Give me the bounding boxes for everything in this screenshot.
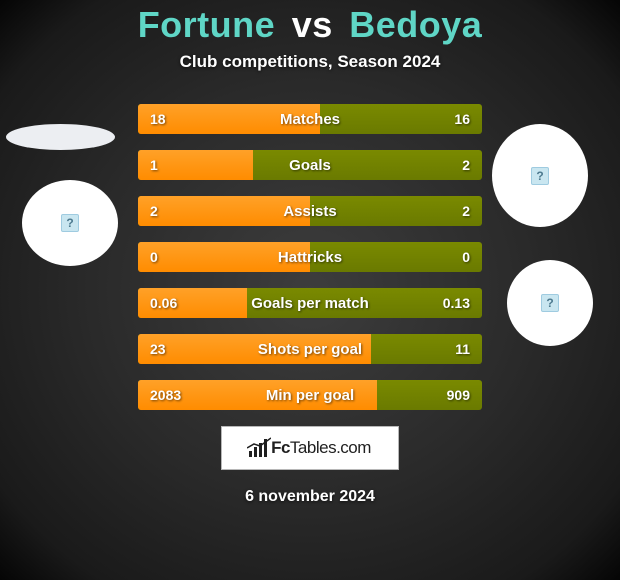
stat-bars-container: 18Matches161Goals22Assists20Hattricks00.… [138, 104, 482, 410]
stat-category: Shots per goal [258, 341, 362, 358]
stat-value-right: 16 [454, 104, 470, 134]
stat-category: Goals per match [251, 295, 369, 312]
stat-value-right: 2 [462, 196, 470, 226]
logo-rest: Tables.com [290, 438, 371, 457]
stat-category: Goals [289, 157, 331, 174]
player1-name: Fortune [138, 4, 275, 45]
date-text: 6 november 2024 [0, 488, 620, 506]
stat-row: 2Assists2 [138, 196, 482, 226]
stat-value-right: 0.13 [443, 288, 470, 318]
stat-category-wrap: Matches [138, 104, 482, 134]
stat-row: 0.06Goals per match0.13 [138, 288, 482, 318]
stat-row: 0Hattricks0 [138, 242, 482, 272]
stat-category: Matches [280, 111, 340, 128]
stat-value-right: 0 [462, 242, 470, 272]
stat-category-wrap: Assists [138, 196, 482, 226]
stat-row: 18Matches16 [138, 104, 482, 134]
page-title: Fortune vs Bedoya [0, 4, 620, 46]
stat-category-wrap: Hattricks [138, 242, 482, 272]
stat-row: 2083Min per goal909 [138, 380, 482, 410]
stat-value-right: 909 [447, 380, 470, 410]
stat-row: 1Goals2 [138, 150, 482, 180]
stat-category: Hattricks [278, 249, 342, 266]
logo-box: FcTables.com [221, 426, 399, 470]
player2-name: Bedoya [349, 4, 482, 45]
stat-category: Min per goal [266, 387, 354, 404]
stat-category-wrap: Min per goal [138, 380, 482, 410]
content-wrapper: Fortune vs Bedoya Club competitions, Sea… [0, 0, 620, 506]
stat-category: Assists [283, 203, 336, 220]
stat-row: 23Shots per goal11 [138, 334, 482, 364]
stat-category-wrap: Goals per match [138, 288, 482, 318]
logo-brand: Fc [271, 438, 290, 457]
stat-category-wrap: Shots per goal [138, 334, 482, 364]
stat-value-right: 11 [455, 334, 470, 364]
stat-category-wrap: Goals [138, 150, 482, 180]
subtitle: Club competitions, Season 2024 [0, 52, 620, 72]
bar-chart-icon [249, 439, 267, 457]
stat-value-right: 2 [462, 150, 470, 180]
title-vs: vs [292, 4, 333, 45]
logo-text: FcTables.com [271, 438, 371, 458]
